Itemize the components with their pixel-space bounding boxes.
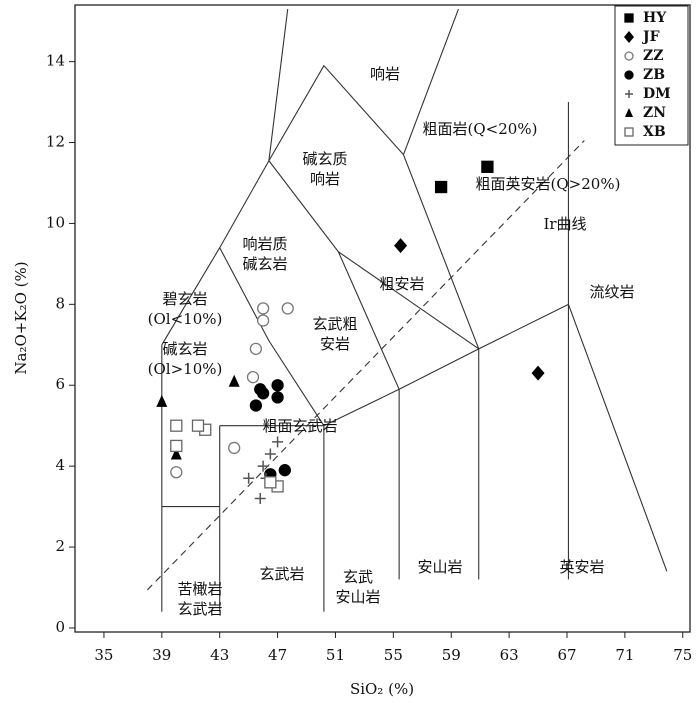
plot-frame: [74, 4, 691, 633]
point: [434, 180, 448, 194]
field-label: 粗面玄武岩: [262, 417, 337, 435]
field-boundary: [268, 64, 404, 162]
y-tick-label: 4: [55, 456, 65, 474]
x-axis-title: SiO₂ (%): [350, 680, 414, 698]
point: [249, 342, 263, 355]
point: [256, 302, 270, 315]
field-label: 安岩: [320, 335, 350, 353]
legend-marker: [624, 31, 634, 43]
x-tick-label: 39: [152, 646, 171, 664]
field-label: (Ol>10%): [148, 360, 223, 378]
point: [271, 379, 284, 392]
x-tick-label: 47: [268, 646, 287, 664]
x-tick-label: 35: [94, 646, 113, 664]
point: [228, 374, 240, 387]
field-label: (Ol<10%): [148, 310, 223, 328]
field-boundary: [219, 247, 325, 426]
field-label: 安山岩: [335, 588, 380, 606]
y-tick-label: 2: [55, 537, 65, 555]
point: [243, 472, 255, 484]
legend-marker: [624, 127, 634, 137]
y-tick-label: 14: [46, 52, 65, 70]
field-label: 响岩质: [242, 235, 287, 253]
point: [256, 314, 270, 327]
field-label: 响岩: [370, 65, 400, 83]
field-boundary: [161, 8, 289, 346]
x-tick-label: 71: [615, 646, 634, 664]
x-tick-label: 43: [210, 646, 229, 664]
point: [281, 302, 294, 315]
legend-label: ZZ: [643, 48, 663, 64]
legend-label: HY: [643, 10, 667, 26]
y-tick-label: 10: [46, 213, 65, 231]
field-label: 响岩: [310, 170, 340, 188]
field-label: 玄武: [343, 568, 373, 586]
point: [272, 436, 284, 448]
y-tick-label: 0: [55, 618, 65, 636]
point: [191, 419, 205, 432]
y-axis-title: Na₂O+K₂O (%): [12, 261, 30, 374]
legend-label: ZB: [643, 67, 665, 83]
reference-line: [146, 140, 585, 591]
point: [170, 419, 183, 432]
legend-label: DM: [643, 86, 671, 102]
y-tick-label: 6: [55, 375, 65, 393]
point: [228, 441, 241, 455]
field-label: 流纹岩: [589, 283, 634, 301]
field-boundary: [338, 251, 480, 350]
field-label: 粗安岩: [379, 275, 424, 293]
field-label: Ir曲线: [543, 215, 586, 233]
legend-marker: [624, 13, 634, 23]
field-label: 碱玄质: [302, 150, 347, 168]
field-label: 碧玄岩: [162, 290, 207, 308]
field-label: 玄武岩: [177, 600, 222, 618]
field-label: 玄武岩: [259, 565, 304, 583]
point: [254, 493, 266, 505]
field-label: 粗面英安岩(Q>20%): [476, 175, 621, 193]
legend-label: ZN: [643, 105, 666, 121]
point: [271, 391, 284, 404]
field-label: 碱玄岩: [162, 340, 207, 358]
legend-marker: [625, 90, 633, 98]
field-label: 安山岩: [417, 558, 462, 576]
x-tick-label: 59: [442, 646, 461, 664]
point: [481, 160, 494, 173]
field-boundary: [402, 154, 480, 350]
legend-label: XB: [643, 124, 666, 140]
point: [264, 448, 276, 460]
field-boundary: [567, 304, 668, 572]
field-label: 碱玄岩: [242, 255, 287, 273]
point: [170, 439, 183, 453]
point: [254, 383, 267, 396]
field-label: 玄武粗: [312, 315, 357, 333]
legend-marker: [624, 70, 634, 80]
x-tick-label: 75: [673, 646, 692, 664]
point: [264, 476, 277, 489]
point: [394, 238, 408, 254]
point: [249, 399, 263, 412]
field-label: 苦橄岩: [177, 580, 222, 598]
y-tick-label: 12: [46, 133, 65, 151]
x-tick-label: 55: [384, 646, 403, 664]
x-tick-label: 63: [500, 646, 519, 664]
field-boundary: [219, 303, 569, 427]
point: [170, 466, 183, 479]
legend-marker: [624, 51, 634, 61]
field-label: 粗面岩(Q<20%): [423, 120, 538, 138]
field-boundary: [402, 8, 459, 155]
point: [170, 447, 182, 460]
field-label: 英安岩: [559, 558, 604, 576]
point: [156, 394, 168, 407]
x-tick-label: 67: [557, 646, 576, 664]
point: [257, 460, 269, 472]
point: [246, 371, 260, 384]
y-tick-label: 8: [55, 294, 65, 312]
x-tick-label: 51: [326, 646, 345, 664]
point: [531, 365, 545, 381]
legend-label: JF: [641, 29, 660, 45]
legend-marker: [625, 108, 633, 117]
point: [278, 464, 291, 477]
